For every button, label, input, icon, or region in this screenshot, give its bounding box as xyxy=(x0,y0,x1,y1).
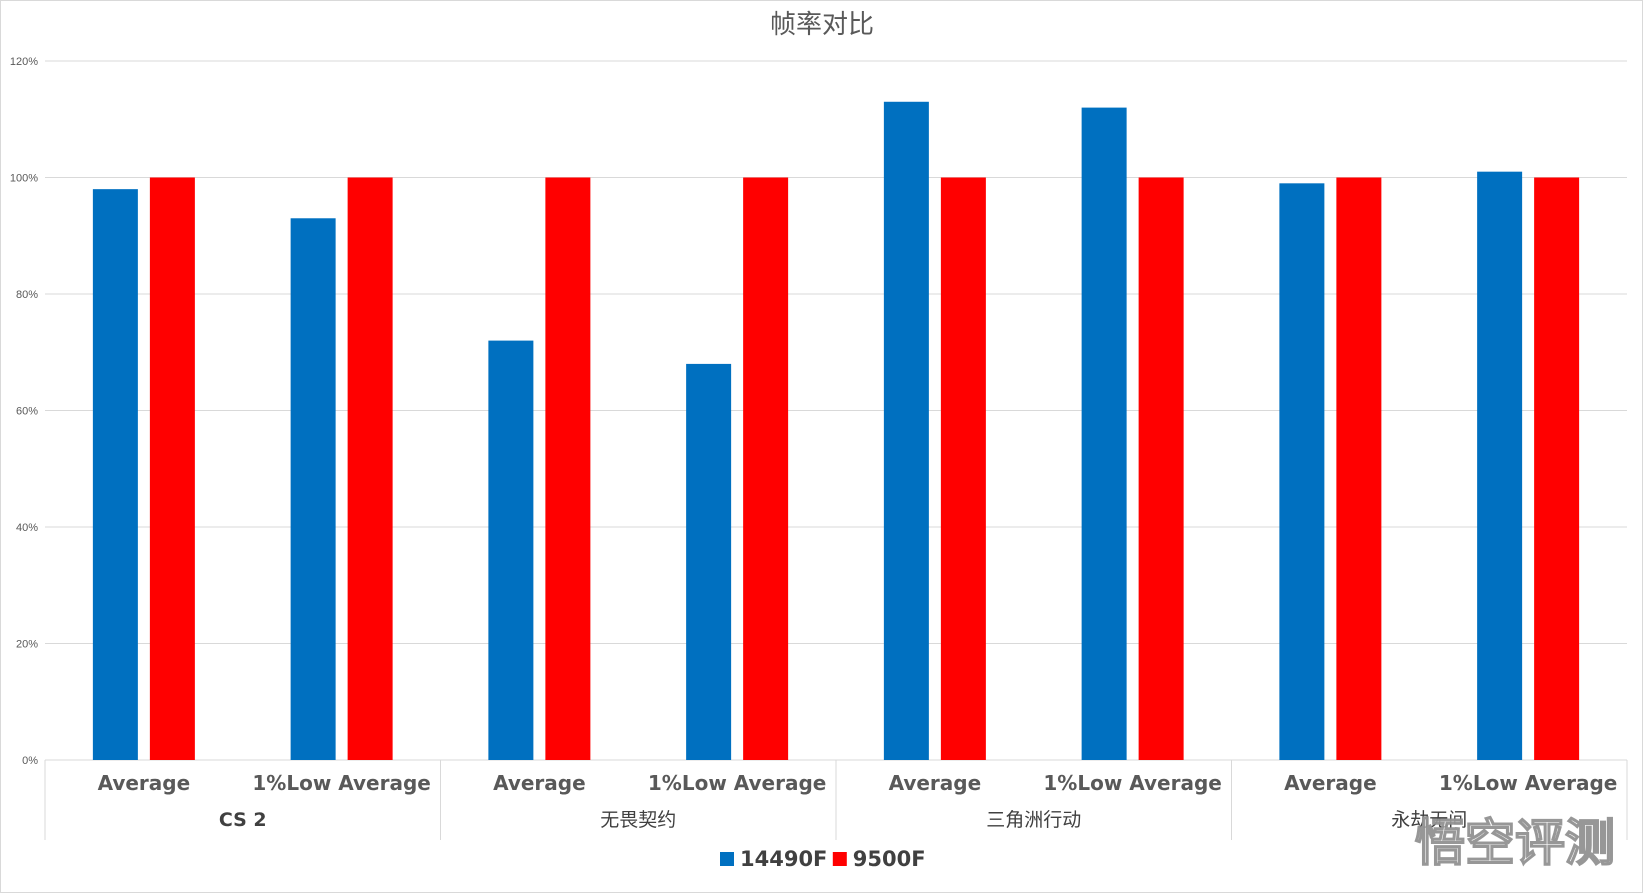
x-tick-label: Average xyxy=(1284,771,1377,795)
y-tick-label: 40% xyxy=(16,522,38,534)
bar-14490F-1 xyxy=(290,218,336,760)
group-label: 三角洲行动 xyxy=(986,809,1081,831)
bar-14490F-5 xyxy=(1081,107,1127,761)
bar-9500F-6 xyxy=(1336,177,1382,760)
y-tick-label: 60% xyxy=(16,406,38,418)
bars xyxy=(92,101,1580,761)
group-label: 无畏契约 xyxy=(600,809,676,831)
bar-14490F-7 xyxy=(1477,171,1523,761)
bar-9500F-5 xyxy=(1138,177,1184,760)
bar-14490F-6 xyxy=(1279,183,1325,760)
bar-14490F-4 xyxy=(883,101,929,760)
axis-labels: 0% 20% 40% 60% 80% 100% 120% Average 1%Low Avera… xyxy=(10,56,1618,831)
x-tick-label: 1%Low Average xyxy=(648,771,827,795)
bar-14490F-3 xyxy=(686,363,732,760)
bar-9500F-7 xyxy=(1534,177,1580,760)
axes xyxy=(44,760,1628,840)
y-tick-label: 0% xyxy=(22,755,38,767)
legend-swatch xyxy=(720,852,734,866)
x-tick-label: 1%Low Average xyxy=(1439,771,1618,795)
legend: 14490F 9500F xyxy=(720,847,926,871)
bar-14490F-0 xyxy=(92,189,138,760)
bar-14490F-2 xyxy=(488,340,534,760)
x-tick-label: Average xyxy=(889,771,982,795)
chart-title: 帧率对比 xyxy=(770,10,874,40)
legend-swatch xyxy=(832,852,847,866)
x-tick-label: 1%Low Average xyxy=(252,771,431,795)
y-tick-label: 20% xyxy=(16,639,38,651)
watermark-text: 悟空评测 xyxy=(1415,814,1615,872)
group-label: CS 2 xyxy=(219,809,267,831)
legend-label: 9500F xyxy=(853,847,926,871)
grid-lines xyxy=(45,60,1627,761)
x-tick-label: Average xyxy=(493,771,586,795)
legend-label: 14490F xyxy=(740,847,827,871)
x-tick-label: 1%Low Average xyxy=(1043,771,1222,795)
bar-9500F-3 xyxy=(743,177,789,760)
y-tick-label: 80% xyxy=(16,289,38,301)
y-tick-label: 100% xyxy=(10,173,38,185)
bar-9500F-1 xyxy=(347,177,393,760)
bar-9500F-2 xyxy=(545,177,591,760)
y-tick-label: 120% xyxy=(10,56,38,68)
x-tick-label: Average xyxy=(98,771,191,795)
bar-9500F-4 xyxy=(940,177,986,760)
group-label: 永劫无间 xyxy=(1391,809,1467,831)
bar-9500F-0 xyxy=(149,177,195,760)
